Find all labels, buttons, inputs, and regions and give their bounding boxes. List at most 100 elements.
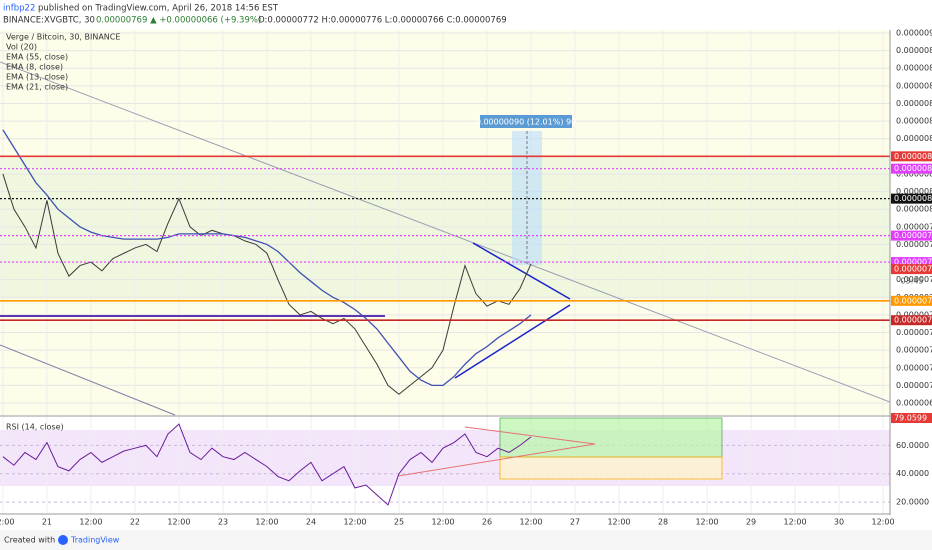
level-label-bg [891, 193, 932, 204]
y-tick-label: 0.00000800 [896, 205, 932, 214]
y-tick-label: 0.00000880 [896, 64, 932, 73]
triangle-line [472, 242, 571, 300]
level-label-bg [891, 295, 932, 306]
y-tick-label: 0.00000790 [896, 222, 932, 231]
rsi-triangle [397, 443, 596, 477]
zone [0, 30, 890, 156]
price-axis [890, 30, 932, 520]
y-tick-label: 0.00000730 [896, 328, 932, 337]
y-tick-label: 20.0000 [896, 498, 929, 507]
measure-label: 0.00000090 (12.01%) 90 [476, 118, 576, 127]
y-tick-label: 60.0000 [896, 441, 929, 450]
symbol: BINANCE:XVGBTC, 30 [3, 16, 95, 26]
x-tick-label: 27 [570, 518, 580, 527]
y-tick-label: 40.0000 [896, 469, 929, 478]
brand[interactable]: TradingView [70, 536, 120, 545]
zone [0, 156, 890, 299]
footer [0, 530, 932, 550]
y-tick-label: 0.00000700 [896, 381, 932, 390]
level-label: 0.00000806 [894, 194, 932, 203]
legend-entry: EMA (13, close) [6, 73, 68, 82]
stop-box [499, 456, 723, 480]
x-tick-label: 23 [218, 518, 228, 527]
rsi-last-bg [891, 413, 932, 423]
trend-line [0, 344, 176, 416]
series-line [2, 423, 532, 506]
countdown: 03:45 [900, 277, 923, 286]
y-tick-label: 0.00000720 [896, 346, 932, 355]
ohlc: O:0.00000772 H:0.00000776 L:0.00000766 C… [258, 16, 507, 26]
y-tick-label: 0.00000870 [896, 81, 932, 90]
zone [0, 299, 890, 415]
x-tick-label: 12:00 [0, 518, 14, 527]
measure-label-bg [480, 115, 572, 128]
quote: 0.00000769 ▲ +0.00000066 (+9.39%) [96, 16, 261, 26]
x-tick-label: 29 [746, 518, 756, 527]
x-tick-label: 22 [130, 518, 140, 527]
target-box [499, 417, 723, 458]
y-tick-label: 0.00000710 [896, 363, 932, 372]
trend-line [0, 61, 891, 403]
legend-entry: EMA (55, close) [6, 53, 68, 62]
x-tick-label: 28 [658, 518, 668, 527]
x-tick-label: 26 [482, 518, 492, 527]
marks [0, 129, 890, 506]
level-label: 0.00000770 [894, 258, 932, 267]
level-label-bg [891, 151, 932, 162]
level-label-bg [891, 230, 932, 241]
created: Created with [4, 536, 55, 545]
y-tick-label: 0.00000780 [896, 240, 932, 249]
axis: 0.00000900 0.00000890 0.00000880 0.00000870… [0, 28, 932, 527]
series-line [2, 129, 532, 387]
legend-entry: EMA (8, close) [6, 63, 63, 72]
y-tick-label: 0.00000850 [896, 117, 932, 126]
x-tick-label: 12:00 [607, 518, 630, 527]
level-label: 0.00000823 [894, 164, 932, 173]
x-tick-label: 30 [834, 518, 844, 527]
x-tick-label: 12:00 [783, 518, 806, 527]
x-tick-label: 24 [306, 518, 316, 527]
x-tick-label: 21 [42, 518, 52, 527]
x-tick-label: 12:00 [431, 518, 454, 527]
level-label: 0.00000737 [894, 316, 932, 325]
published: published on TradingView.com, April 26, … [38, 4, 279, 14]
level-label-bg [891, 315, 932, 326]
level-label: 0.00000748 [894, 296, 932, 305]
level-label-bg [891, 163, 932, 174]
legend-entry: Vol (20) [6, 43, 37, 52]
rsi-title: RSI (14, close) [6, 423, 64, 432]
rsi-triangle [464, 426, 596, 445]
logo [58, 535, 68, 545]
author[interactable]: infbp22 [3, 4, 35, 14]
rsi-last: 79.0599 [894, 414, 927, 423]
chart-title: Verge / Bitcoin, 30, BINANCE [6, 33, 120, 42]
x-tick-label: 25 [394, 518, 404, 527]
x-tick-label: 12:00 [255, 518, 278, 527]
x-tick-label: 12:00 [343, 518, 366, 527]
series-line [2, 173, 532, 395]
y-tick-label: 0.00000890 [896, 46, 932, 55]
y-tick-label: 0.00000690 [896, 399, 932, 408]
y-tick-label: 0.00000900 [896, 28, 932, 37]
triangle-line [454, 304, 571, 379]
legend-entry: EMA (21, close) [6, 83, 68, 92]
level-label: 0.00000766 [894, 265, 932, 274]
x-tick-label: 12:00 [519, 518, 542, 527]
level-label-bg [891, 264, 932, 275]
x-tick-label: 12:00 [167, 518, 190, 527]
rsi-band [0, 430, 890, 486]
level-label: 0.00000830 [894, 152, 932, 161]
x-tick-label: 12:00 [872, 518, 895, 527]
y-tick-label: 0.00000860 [896, 99, 932, 108]
y-tick-label: 0.00000740 [896, 310, 932, 319]
y-tick-label: 0.00000810 [896, 187, 932, 196]
level-label-bg [891, 257, 932, 268]
y-tick-label: 0.00000820 [896, 169, 932, 178]
level-label: 0.00000785 [894, 231, 932, 240]
y-tick-label: 0.00000840 [896, 134, 932, 143]
x-tick-label: 12:00 [695, 518, 718, 527]
x-tick-label: 12:00 [79, 518, 102, 527]
